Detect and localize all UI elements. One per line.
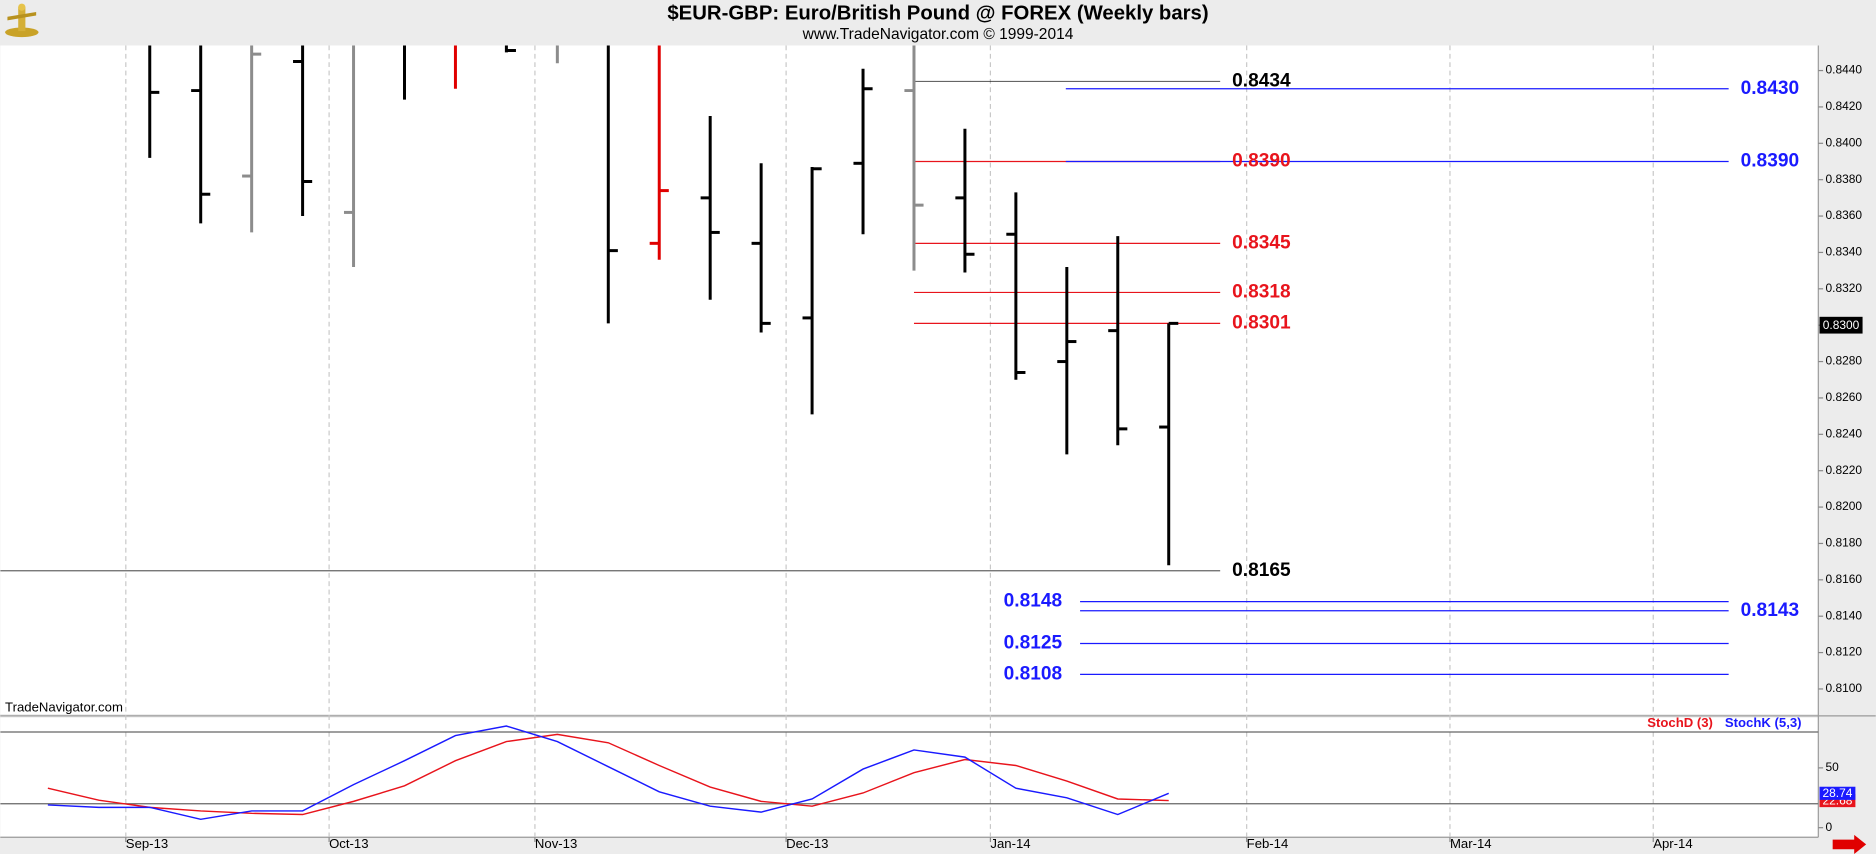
y-tick-label: 0.8140 (1825, 608, 1862, 622)
scroll-arrow[interactable] (1832, 834, 1867, 854)
x-tick-label: Nov-13 (535, 836, 577, 851)
y-tick-label: 0.8160 (1825, 572, 1862, 586)
stoch-marks (0, 725, 1819, 821)
value-label: 28.74 (1822, 786, 1852, 800)
y-tick-label: 0.8100 (1825, 681, 1862, 695)
level-label: 0.8390 (1741, 151, 1799, 172)
series-line (47, 733, 1169, 816)
price-marks (0, 45, 1729, 676)
x-tick-label: Sep-13 (126, 836, 168, 851)
watermark: TradeNavigator.com (5, 700, 123, 715)
x-tick-label: Feb-14 (1247, 836, 1289, 851)
y-tick-label: 0.8220 (1825, 463, 1862, 477)
y-tick-label: 0.8120 (1825, 645, 1862, 659)
labels: Sep-13 Oct-13 Nov-13 Dec-13 Jan-14 Feb-14 Mar-… (126, 63, 1863, 851)
x-tick-label: Oct-13 (329, 836, 368, 851)
last-price-box (1819, 316, 1863, 334)
y-tick-label: 0.8320 (1825, 281, 1862, 295)
grid (125, 45, 1824, 843)
x-tick-label: Dec-13 (786, 836, 828, 851)
level-label: 0.8148 (1004, 591, 1063, 612)
legend-label: StochK (5,3) (1725, 715, 1802, 730)
value-label-box (1819, 786, 1856, 800)
y-tick-label: 0.8380 (1825, 172, 1862, 186)
legend-label: StochD (3) (1647, 715, 1713, 730)
chart-subtitle: www.TradeNavigator.com © 1999-2014 (802, 26, 1074, 43)
y-tick-label: 0 (1825, 820, 1832, 834)
logo (5, 3, 39, 38)
y-tick-label: 50 (1825, 760, 1839, 774)
price-panel (0, 45, 1819, 715)
level-label: 0.8301 (1232, 312, 1291, 333)
y-tick-label: 0.8260 (1825, 390, 1862, 404)
level-label: 0.8430 (1741, 78, 1799, 99)
y-tick-label: 0.8340 (1825, 245, 1862, 259)
chart-title: $EUR-GBP: Euro/British Pound @ FOREX (We… (667, 3, 1208, 25)
level-label: 0.8390 (1232, 151, 1291, 172)
level-label: 0.8434 (1232, 71, 1291, 92)
y-tick-label: 0.8240 (1825, 426, 1862, 440)
last-price-label: 0.8300 (1823, 318, 1860, 332)
y-tick-label: 0.8360 (1825, 208, 1862, 222)
level-label: 0.8318 (1232, 281, 1291, 302)
y-tick-label: 0.8400 (1825, 135, 1862, 149)
level-label: 0.8108 (1004, 663, 1063, 684)
x-tick-label: Mar-14 (1450, 836, 1492, 851)
x-tick-label: Apr-14 (1653, 836, 1692, 851)
level-label: 0.8143 (1741, 600, 1799, 621)
y-tick-label: 0.8420 (1825, 99, 1862, 113)
y-tick-label: 0.8440 (1825, 63, 1862, 77)
stoch-panel (0, 717, 1819, 838)
level-label: 0.8125 (1004, 633, 1063, 654)
y-tick-label: 0.8280 (1825, 354, 1862, 368)
y-tick-label: 0.8180 (1825, 536, 1862, 550)
y-tick-label: 0.8200 (1825, 499, 1862, 513)
level-label: 0.8165 (1232, 560, 1291, 581)
x-tick-label: Jan-14 (990, 836, 1030, 851)
series-line (47, 725, 1169, 821)
level-label: 0.8345 (1232, 232, 1291, 253)
